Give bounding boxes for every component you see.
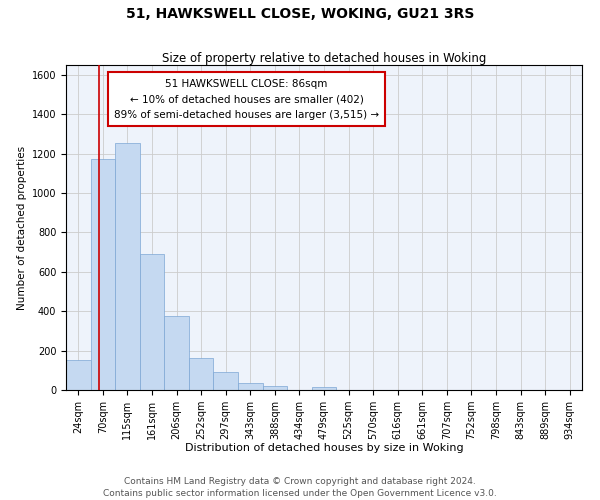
- Text: 51 HAWKSWELL CLOSE: 86sqm
← 10% of detached houses are smaller (402)
89% of semi: 51 HAWKSWELL CLOSE: 86sqm ← 10% of detac…: [114, 78, 379, 120]
- Title: Size of property relative to detached houses in Woking: Size of property relative to detached ho…: [162, 52, 486, 65]
- Text: 51, HAWKSWELL CLOSE, WOKING, GU21 3RS: 51, HAWKSWELL CLOSE, WOKING, GU21 3RS: [126, 8, 474, 22]
- Bar: [66, 360, 91, 390]
- Bar: [263, 386, 287, 390]
- Bar: [312, 387, 336, 390]
- Bar: [91, 158, 115, 390]
- Bar: [214, 372, 238, 390]
- Bar: [140, 254, 164, 390]
- X-axis label: Distribution of detached houses by size in Woking: Distribution of detached houses by size …: [185, 444, 463, 454]
- Text: Contains HM Land Registry data © Crown copyright and database right 2024.
Contai: Contains HM Land Registry data © Crown c…: [103, 476, 497, 498]
- Y-axis label: Number of detached properties: Number of detached properties: [17, 146, 28, 310]
- Bar: [115, 143, 140, 390]
- Bar: [189, 358, 214, 390]
- Bar: [238, 382, 263, 390]
- Bar: [164, 316, 189, 390]
